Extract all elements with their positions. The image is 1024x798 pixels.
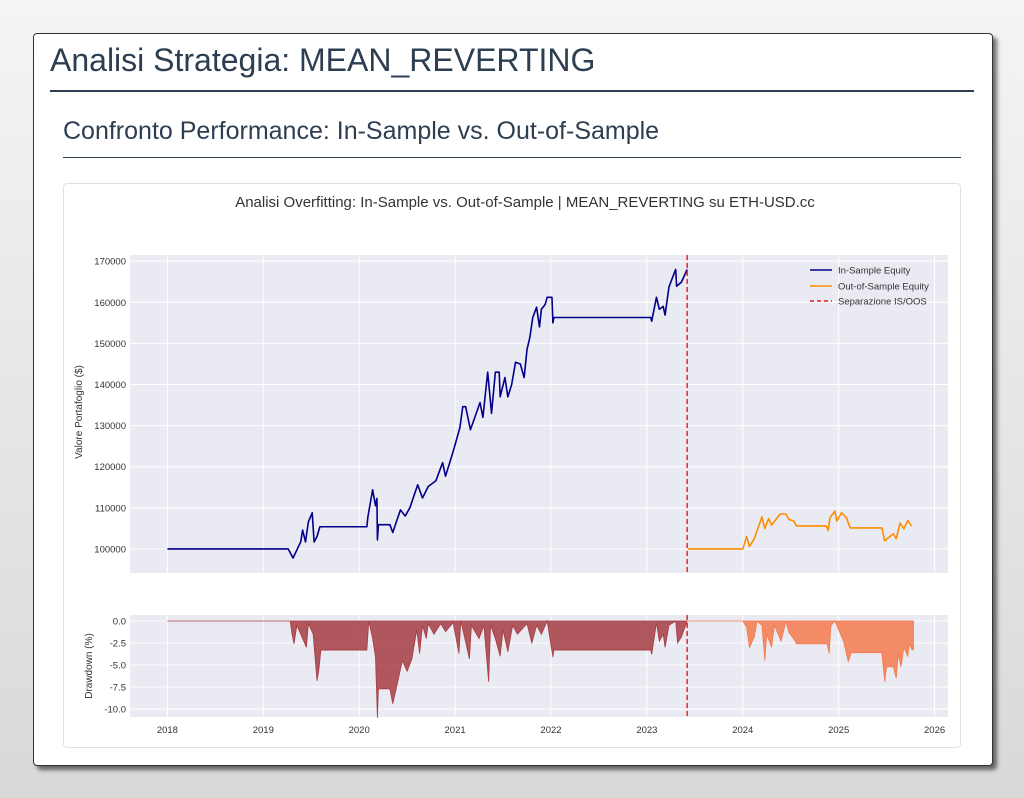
legend: In-Sample Equity Out-of-Sample Equity Se… — [810, 266, 929, 308]
in-sample-drawdown-area — [167, 619, 688, 718]
y-tick-label: 100000 — [94, 544, 126, 555]
equity-plot: 100000 110000 120000 130000 140000 150000 1600… — [94, 255, 948, 573]
y-tick-label: -10.0 — [104, 705, 126, 716]
section-divider — [63, 157, 961, 158]
y-tick-label: 0.0 — [113, 616, 126, 627]
y-tick-label: 130000 — [94, 421, 126, 432]
y-tick-label: -2.5 — [110, 639, 126, 650]
x-tick-label: 2024 — [732, 725, 753, 736]
y-tick-label: 120000 — [94, 462, 126, 473]
out-of-sample-drawdown-area — [688, 620, 914, 682]
legend-separator: Separazione IS/OOS — [838, 297, 927, 308]
x-tick-label: 2022 — [540, 725, 561, 736]
plot-background — [130, 255, 948, 573]
x-tick-label: 2026 — [924, 725, 945, 736]
y-tick-label: 160000 — [94, 298, 126, 309]
x-tick-label: 2019 — [253, 725, 274, 736]
equity-y-axis-label: Valore Portafoglio ($) — [74, 365, 85, 459]
y-tick-label: 170000 — [94, 257, 126, 268]
chart-title: Analisi Overfitting: In-Sample vs. Out-o… — [235, 194, 815, 211]
y-tick-label: 140000 — [94, 380, 126, 391]
drawdown-plot: 0.0 -2.5 -5.0 -7.5 -10.0 2018 2019 2020 2021 2022… — [104, 615, 948, 736]
x-tick-label: 2023 — [636, 725, 657, 736]
x-tick-label: 2018 — [157, 725, 178, 736]
legend-in-sample: In-Sample Equity — [838, 266, 911, 277]
y-tick-label: -5.0 — [110, 661, 126, 672]
x-tick-label: 2025 — [828, 725, 849, 736]
x-tick-label: 2021 — [445, 725, 466, 736]
page-title: Analisi Strategia: MEAN_REVERTING — [50, 42, 596, 78]
overfitting-chart: Analisi Overfitting: In-Sample vs. Out-o… — [74, 194, 948, 736]
title-divider — [50, 90, 974, 92]
y-tick-label: 150000 — [94, 339, 126, 350]
y-tick-label: -7.5 — [110, 683, 126, 694]
drawdown-y-axis-label: Drawdown (%) — [84, 633, 95, 699]
y-tick-label: 110000 — [95, 503, 126, 514]
legend-out-of-sample: Out-of-Sample Equity — [838, 282, 929, 293]
out-of-sample-equity-line — [688, 510, 913, 550]
section-title: Confronto Performance: In-Sample vs. Out… — [63, 117, 660, 145]
in-sample-equity-line — [167, 268, 688, 559]
x-tick-label: 2020 — [349, 725, 370, 736]
